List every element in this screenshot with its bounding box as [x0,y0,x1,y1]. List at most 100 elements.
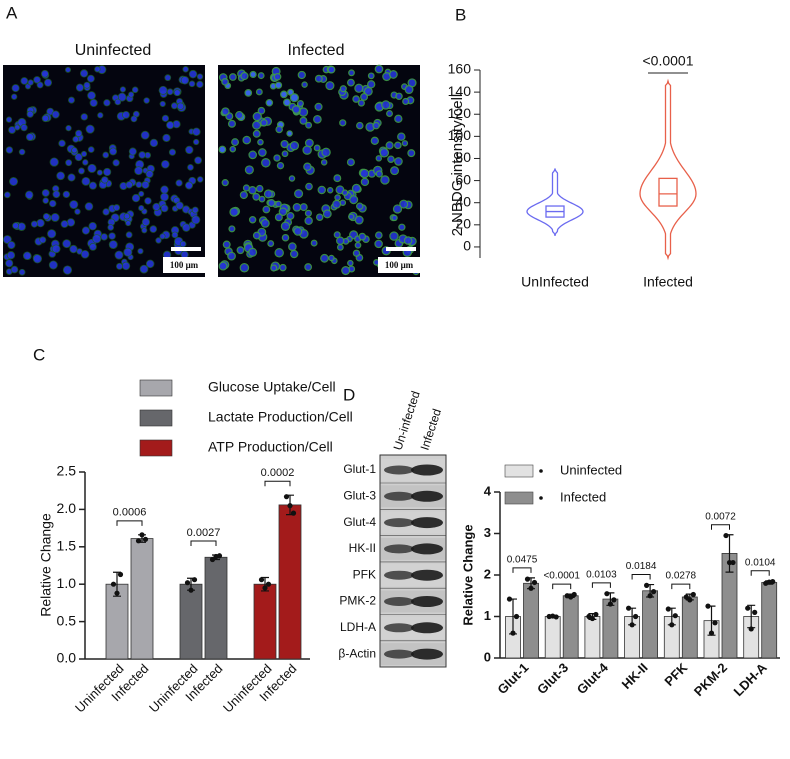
cell [252,129,261,138]
data-point [571,591,577,598]
y-tick-label: 120 [448,105,472,121]
cell [123,247,133,257]
cell [64,66,72,73]
cell [267,199,276,208]
significance-bracket [116,520,143,526]
cell [310,239,318,247]
cell [75,83,84,92]
x-tick-label: Glut-3 [534,660,571,697]
data-point [644,582,650,588]
data-point [110,581,117,587]
cell [7,240,16,250]
cell [292,202,302,212]
cell [75,129,83,137]
y-tick-label: 4 [484,483,492,498]
cell [273,72,282,81]
data-point [723,532,729,539]
micrographs [2,64,420,277]
cell [354,241,362,249]
cell [194,156,202,165]
y-axis-label: 2-NBDG intensity/cell [449,94,466,237]
cell [49,199,57,208]
cell [305,182,313,191]
cell [71,147,78,154]
cell [221,179,229,187]
significance-bracket [711,524,730,530]
cell [182,223,191,232]
cell [5,259,14,268]
cell [325,81,335,91]
data-point [672,613,678,619]
cell [12,222,20,230]
cell [394,141,402,150]
data-point [209,556,216,563]
data-point [633,613,639,620]
cell [314,102,323,111]
data-point [626,605,632,611]
cell [222,240,231,249]
x-tick-label: UnInfected [521,274,589,290]
cell [333,174,342,183]
image-title: Uninfected [75,42,152,59]
scale-bar [386,247,416,251]
cell [327,65,336,74]
cell [11,84,20,93]
cell [144,197,152,205]
cell [289,141,300,151]
cell [62,265,73,275]
cell [89,242,97,251]
cell [294,189,304,199]
cell [134,166,143,176]
cell [297,70,306,80]
cell [65,125,72,132]
cell [375,155,383,162]
cell [255,88,263,96]
cell [386,110,393,118]
cell [125,231,133,239]
y-tick-label: 2.0 [57,500,77,516]
bar [562,595,579,659]
cell [193,138,200,146]
cell [357,99,365,107]
cell [32,254,43,264]
cell [42,197,49,204]
p-value: 0.0002 [261,467,295,479]
cell [161,159,170,169]
legend-label: Lactate Production/Cell [208,409,353,425]
cell [18,148,26,156]
y-tick-label: 100 [448,127,472,143]
data-point [188,587,194,593]
data-point [651,589,657,595]
cell [252,231,261,240]
cell [180,76,190,85]
blot-row-label: PMK-2 [339,594,376,608]
cell [79,69,89,78]
data-point [139,532,145,538]
cell [175,201,184,210]
y-tick-label: 0.0 [57,650,77,666]
cell [227,119,236,128]
bar [278,504,302,660]
cell [140,130,150,140]
cell [138,205,145,212]
cell [392,204,403,214]
cell [275,125,283,134]
cell [166,88,174,96]
p-value: 0.0027 [187,527,221,539]
cell [385,141,394,150]
cell [280,90,288,99]
significance-bracket [552,583,572,590]
panel-label: B [455,5,466,24]
legend-marker [539,496,543,500]
cell [332,199,342,209]
cell [52,190,61,199]
cell [335,236,345,246]
violin [639,78,697,261]
cell [360,177,370,187]
cell [302,145,312,155]
cell [388,70,398,79]
blot-band [411,517,443,529]
y-tick-label: 20 [455,216,471,232]
cell [404,85,414,94]
data-point [752,609,758,615]
